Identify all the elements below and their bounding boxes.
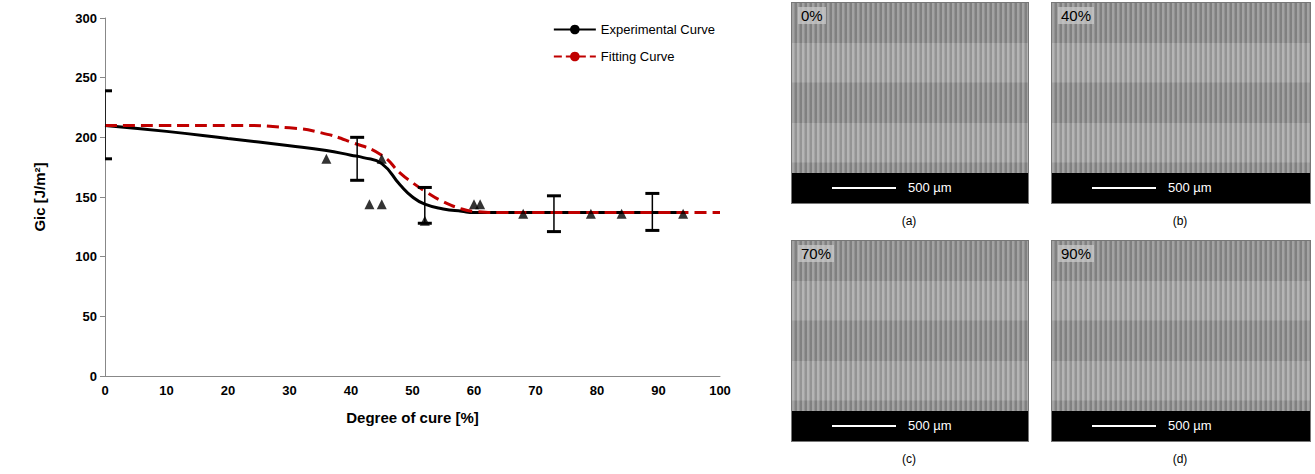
svg-text:Experimental Curve: Experimental Curve [601, 22, 715, 37]
html-text:500 µm: 500 µm [908, 418, 952, 433]
svg-text:0: 0 [101, 383, 108, 398]
svg-text:Degree of cure [%]: Degree of cure [%] [346, 409, 479, 426]
svg-text:20: 20 [221, 383, 235, 398]
svg-text:40: 40 [344, 383, 358, 398]
html-text:500 µm: 500 µm [1168, 180, 1212, 195]
html-text:70%: 70% [801, 245, 831, 262]
svg-text:250: 250 [75, 70, 97, 85]
svg-text:90: 90 [651, 383, 665, 398]
html-text:40%: 40% [1061, 7, 1091, 24]
svg-text:50: 50 [405, 383, 419, 398]
svg-text:100: 100 [709, 383, 731, 398]
svg-text:100: 100 [75, 249, 97, 264]
svg-text:150: 150 [75, 190, 97, 205]
html-text:90%: 90% [1061, 245, 1091, 262]
svg-text:70: 70 [528, 383, 542, 398]
svg-text:60: 60 [467, 383, 481, 398]
html-text:500 µm: 500 µm [1168, 418, 1212, 433]
html-text:(c): (c) [902, 452, 916, 466]
html-text:0%: 0% [801, 7, 823, 24]
svg-text:80: 80 [590, 383, 604, 398]
html-text:500 µm: 500 µm [908, 180, 952, 195]
svg-text:Fitting Curve: Fitting Curve [601, 49, 675, 64]
svg-text:300: 300 [75, 11, 97, 26]
svg-text:200: 200 [75, 130, 97, 145]
html-text:(b): (b) [1172, 214, 1188, 228]
html-text:(d): (d) [1172, 452, 1188, 466]
svg-text:50: 50 [83, 309, 97, 324]
svg-text:30: 30 [282, 383, 296, 398]
svg-text:10: 10 [159, 383, 173, 398]
html-text:(a): (a) [901, 214, 917, 228]
svg-text:Gic [J/m²]: Gic [J/m²] [31, 162, 48, 231]
svg-text:0: 0 [90, 369, 97, 384]
